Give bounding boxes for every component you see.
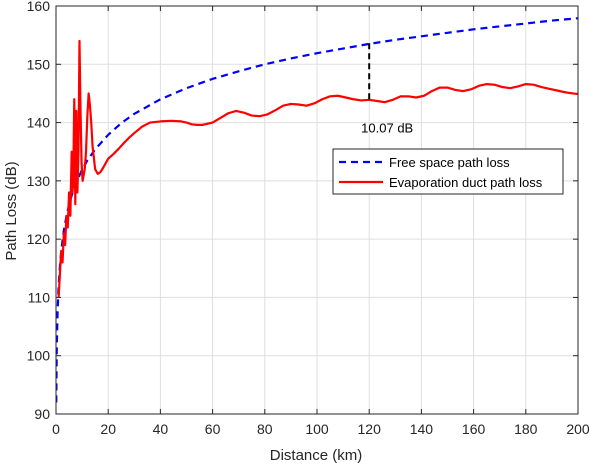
x-tick-label: 60 [205, 421, 221, 437]
x-tick-label: 40 [153, 421, 169, 437]
y-tick-label: 140 [27, 115, 51, 131]
y-tick-label: 120 [27, 231, 51, 247]
legend-entry-label: Free space path loss [389, 155, 510, 170]
x-tick-label: 20 [100, 421, 116, 437]
x-tick-label: 80 [257, 421, 273, 437]
x-tick-label: 160 [462, 421, 486, 437]
legend-entry-label: Evaporation duct path loss [389, 175, 543, 190]
x-tick-label: 140 [410, 421, 434, 437]
series-line-evaporation-duct [57, 39, 578, 298]
y-axis-label: Path Loss (dB) [3, 161, 20, 260]
annotation-label: 10.07 dB [361, 120, 413, 135]
x-axis-label: Distance (km) [270, 447, 363, 464]
series-layer [56, 17, 578, 403]
x-tick-label: 120 [358, 421, 382, 437]
y-tick-label: 110 [28, 289, 51, 305]
x-tick-label: 180 [514, 421, 538, 437]
y-tick-label: 130 [27, 173, 51, 189]
annotation-layer: 10.07 dB [361, 40, 413, 135]
x-tick-label: 0 [52, 421, 60, 437]
x-tick-label: 200 [566, 421, 590, 437]
ticks: 0 20 40 60 80 100 120 140 160 180 200 90 100 110 120 13… [27, 0, 590, 437]
x-tick-label: 100 [305, 421, 329, 437]
y-tick-label: 160 [27, 0, 51, 14]
legend: Free space path loss Evaporation duct pat… [332, 148, 564, 195]
y-tick-label: 150 [27, 56, 51, 72]
y-tick-label: 100 [27, 348, 51, 364]
y-tick-label: 90 [34, 406, 50, 422]
legend-box [332, 148, 564, 195]
